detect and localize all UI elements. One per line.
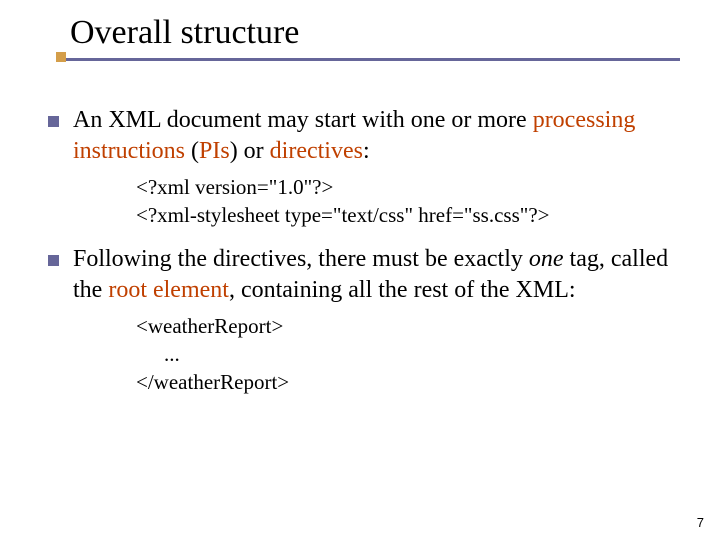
highlight-span: directives: [270, 138, 363, 164]
bullet-icon: [48, 116, 59, 127]
bullet-text-2: Following the directives, there must be …: [73, 244, 680, 305]
text-span: , containing all the rest of the XML:: [229, 277, 576, 303]
bullet-icon: [48, 255, 59, 266]
slide-body: An XML document may start with one or mo…: [0, 61, 720, 396]
code-block-1: <?xml version="1.0"?> <?xml-stylesheet t…: [136, 174, 680, 229]
code-line: <?xml-stylesheet type="text/css" href="s…: [136, 202, 680, 230]
code-line: <weatherReport>: [136, 313, 680, 341]
italic-span: one: [529, 246, 564, 272]
bullet-item-2: Following the directives, there must be …: [48, 244, 680, 305]
code-line: </weatherReport>: [136, 369, 680, 397]
highlight-span: PIs: [199, 138, 230, 164]
text-span: An XML document may start with one or mo…: [73, 107, 533, 133]
title-accent-dot: [56, 52, 66, 62]
code-line: <?xml version="1.0"?>: [136, 174, 680, 202]
code-line: ...: [136, 341, 680, 369]
text-span: :: [363, 138, 370, 164]
text-span: ) or: [230, 138, 270, 164]
bullet-text-1: An XML document may start with one or mo…: [73, 105, 680, 166]
bullet-item-1: An XML document may start with one or mo…: [48, 105, 680, 166]
text-span: Following the directives, there must be …: [73, 246, 529, 272]
text-span: (: [185, 138, 199, 164]
slide-title: Overall structure: [70, 14, 720, 52]
code-block-2: <weatherReport> ... </weatherReport>: [136, 313, 680, 396]
page-number: 7: [697, 515, 704, 530]
highlight-span: root element: [108, 277, 229, 303]
